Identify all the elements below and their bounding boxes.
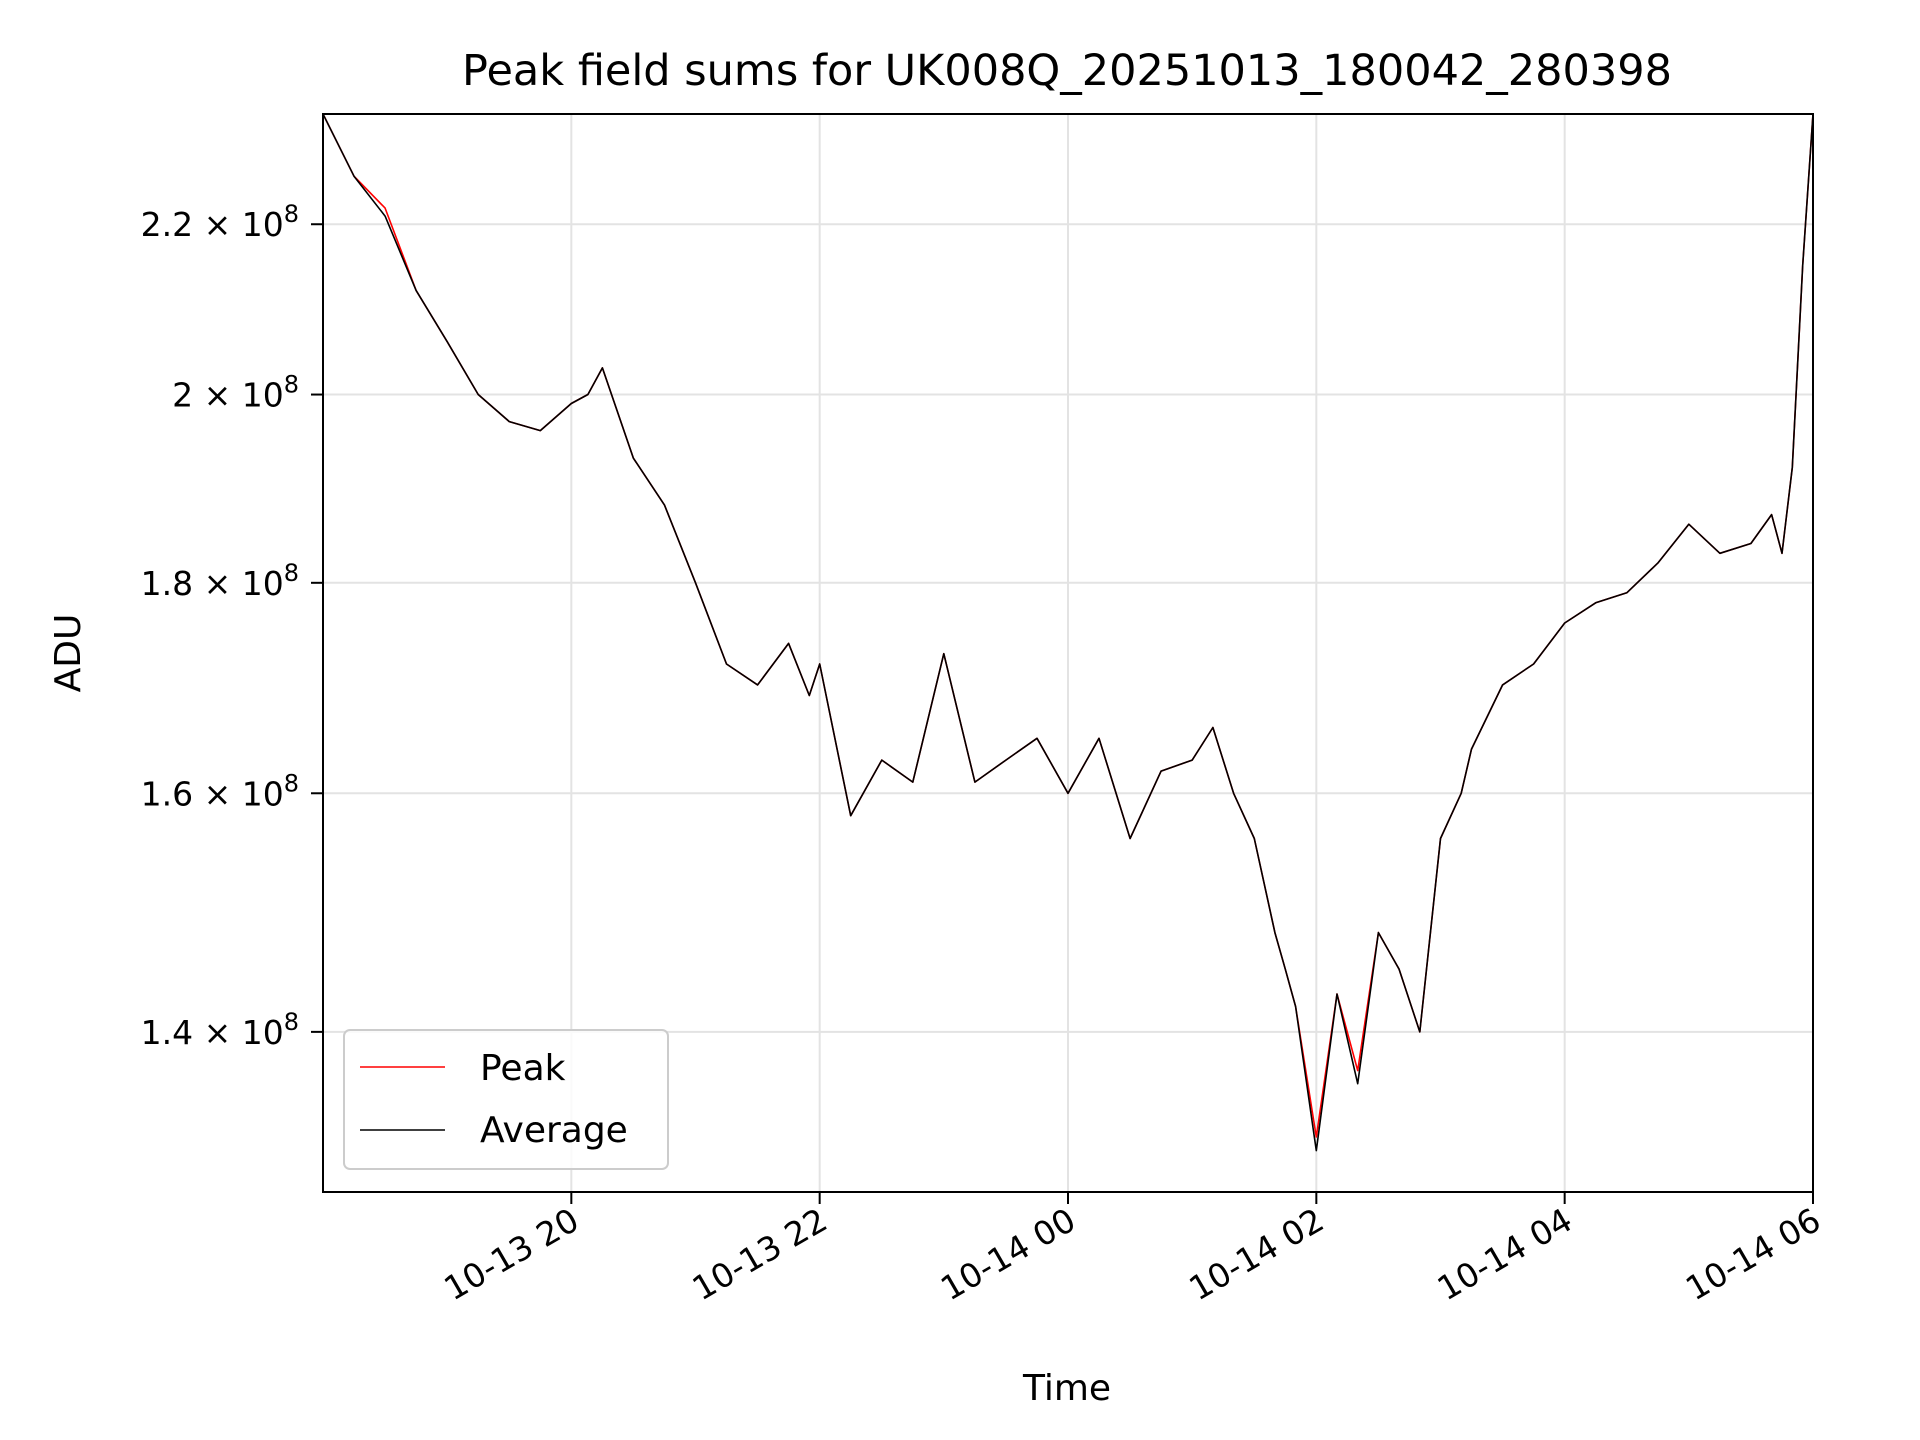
y-tick-mantissa: 1.4 × 10: [141, 1013, 284, 1052]
y-axis-label: ADU: [48, 614, 89, 693]
y-tick-mantissa: 1.8 × 10: [141, 564, 284, 603]
x-axis-label: Time: [1022, 1368, 1111, 1409]
y-tick-exponent: 8: [284, 1008, 299, 1036]
x-tick-label: 10-13 20: [437, 1200, 585, 1308]
legend: Peak Average: [343, 1029, 669, 1170]
y-tick-exponent: 8: [284, 769, 299, 797]
y-tick-label: 2 × 108: [172, 371, 299, 415]
x-tick-label: 10-14 02: [1182, 1200, 1330, 1308]
series-line-average: [323, 114, 1813, 1152]
y-tick-mantissa: 2 × 10: [172, 376, 284, 415]
legend-label-average: Average: [480, 1110, 628, 1151]
x-tick-label: 10-14 00: [934, 1200, 1082, 1308]
y-tick-exponent: 8: [284, 559, 299, 587]
y-tick-exponent: 8: [284, 200, 299, 228]
y-tick-label: 1.6 × 108: [141, 769, 299, 813]
legend-box: [343, 1029, 669, 1170]
y-tick-label: 1.8 × 108: [141, 559, 299, 603]
x-tick-label: 10-14 06: [1679, 1200, 1827, 1308]
legend-label-peak: Peak: [480, 1048, 566, 1089]
y-tick-mantissa: 1.6 × 10: [141, 774, 284, 813]
y-tick-mantissa: 2.2 × 10: [141, 205, 284, 244]
y-tick-label: 1.4 × 108: [141, 1008, 299, 1052]
y-tick-label: 2.2 × 108: [141, 200, 299, 244]
series-layer: [323, 114, 1813, 1152]
x-tick-label: 10-13 22: [686, 1200, 834, 1308]
x-axis: 10-13 20 10-13 22 10-14 00 10-14 02 10-14 04…: [437, 1192, 1827, 1308]
x-tick-label: 10-14 04: [1431, 1200, 1579, 1308]
chart-title: Peak field sums for UK008Q_20251013_1800…: [462, 46, 1672, 96]
y-tick-exponent: 8: [284, 371, 299, 399]
